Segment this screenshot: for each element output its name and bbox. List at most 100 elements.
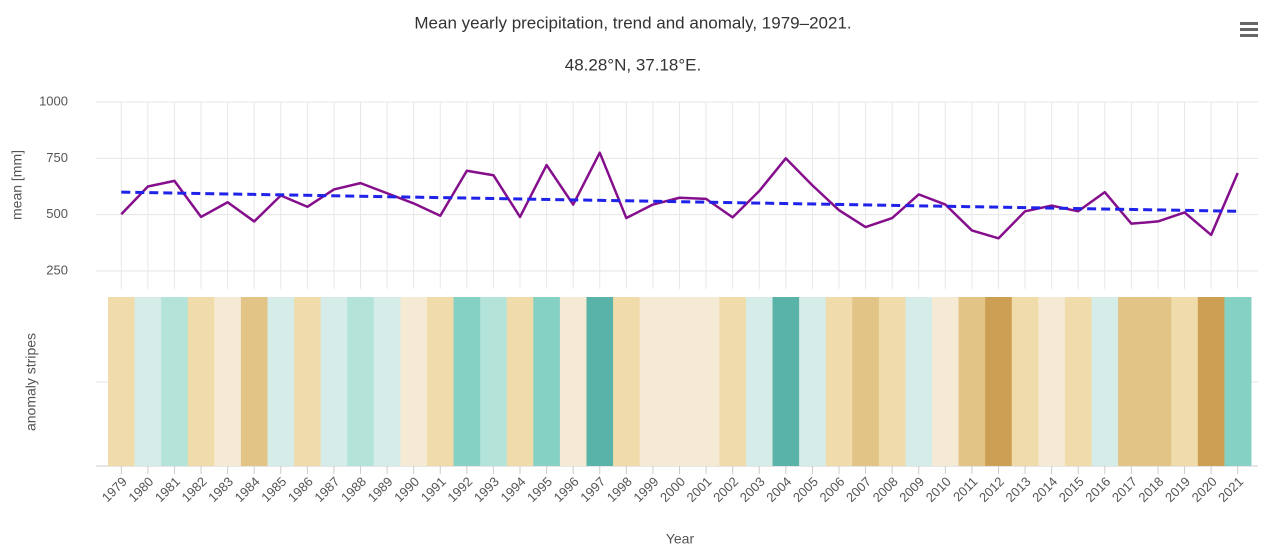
x-tick-label: 2009 xyxy=(896,474,927,505)
anomaly-stripe xyxy=(1091,297,1119,466)
anomaly-stripe xyxy=(772,297,800,466)
x-tick-label: 1992 xyxy=(444,474,475,505)
x-tick-label: 1990 xyxy=(391,474,422,505)
anomaly-stripe xyxy=(187,297,215,466)
anomaly-stripe xyxy=(426,297,455,466)
anomaly-stripe xyxy=(639,297,667,466)
x-tick-label: 2015 xyxy=(1056,474,1087,505)
x-tick-label: 1979 xyxy=(99,474,130,505)
x-tick-label: 2011 xyxy=(950,474,980,504)
x-tick-label: 1988 xyxy=(338,474,369,505)
anomaly-stripe xyxy=(825,297,853,466)
anomaly-stripe xyxy=(267,297,295,466)
anomaly-stripe xyxy=(1011,297,1039,466)
anomaly-stripe xyxy=(719,297,747,466)
x-tick-label: 2017 xyxy=(1109,474,1140,505)
menu-bar xyxy=(1240,22,1258,25)
y-tick-label: 1000 xyxy=(39,93,68,108)
anomaly-stripe xyxy=(240,297,268,466)
anomaly-stripe xyxy=(613,297,641,466)
menu-button[interactable] xyxy=(1240,22,1258,37)
x-tick-label: 1983 xyxy=(205,474,236,505)
x-tick-label: 2001 xyxy=(684,474,715,505)
x-tick-label: 1981 xyxy=(152,474,183,505)
y-tick-label: 500 xyxy=(46,206,68,221)
anomaly-stripe xyxy=(852,297,880,466)
anomaly-stripe xyxy=(480,297,508,466)
x-tick-label: 1987 xyxy=(311,474,342,505)
anomaly-stripe xyxy=(108,297,136,466)
x-tick-label: 1984 xyxy=(232,474,263,505)
precipitation-line xyxy=(120,151,1239,240)
x-tick-label: 2020 xyxy=(1189,474,1220,505)
anomaly-stripe xyxy=(1224,297,1252,466)
x-tick-label: 1999 xyxy=(630,474,661,505)
y-tick-label: 250 xyxy=(46,262,68,277)
anomaly-stripe xyxy=(905,297,933,466)
x-axis-title: Year xyxy=(666,531,695,547)
anomaly-stripe xyxy=(294,297,322,466)
x-tick-label: 2002 xyxy=(710,474,741,505)
anomaly-stripe xyxy=(214,297,242,466)
y-tick-label: 750 xyxy=(46,150,68,165)
anomaly-stripe xyxy=(932,297,960,466)
x-tick-label: 2014 xyxy=(1029,474,1060,505)
anomaly-stripe xyxy=(506,297,534,466)
anomaly-stripe xyxy=(666,297,694,466)
anomaly-stripe xyxy=(799,297,827,466)
menu-bar xyxy=(1240,28,1258,31)
x-tick-label: 2007 xyxy=(843,474,874,505)
y-axis-title: mean [mm] xyxy=(9,150,25,220)
x-tick-label: 2013 xyxy=(1003,474,1034,505)
x-tick-label: 1980 xyxy=(125,474,156,505)
anomaly-stripe xyxy=(1171,297,1199,466)
x-tick-label: 2000 xyxy=(657,474,688,505)
x-tick-label: 2010 xyxy=(923,474,954,505)
x-tick-label: 1997 xyxy=(577,474,608,505)
x-tick-label: 2005 xyxy=(790,474,821,505)
x-tick-label: 2006 xyxy=(816,474,847,505)
x-tick-label: 2021 xyxy=(1215,474,1246,505)
anomaly-stripe xyxy=(878,297,906,466)
x-tick-label: 1993 xyxy=(471,474,502,505)
anomaly-stripe xyxy=(985,297,1013,466)
chart-subtitle: 48.28°N, 37.18°E. xyxy=(565,55,701,74)
x-tick-label: 1986 xyxy=(285,474,316,505)
anomaly-stripe xyxy=(1144,297,1172,466)
anomaly-stripe xyxy=(161,297,189,466)
anomaly-stripe xyxy=(320,297,348,466)
anomaly-stripe xyxy=(1064,297,1093,466)
x-tick-label: 1994 xyxy=(498,474,529,505)
chart-title: Mean yearly precipitation, trend and ano… xyxy=(414,13,851,32)
x-tick-label: 2004 xyxy=(763,474,794,505)
x-tick-label: 2019 xyxy=(1162,474,1193,505)
anomaly-stripe xyxy=(453,297,481,466)
anomaly-stripe xyxy=(347,297,375,466)
anomaly-stripe xyxy=(586,297,614,466)
x-tick-label: 1998 xyxy=(604,474,635,505)
x-tick-label: 1989 xyxy=(365,474,396,505)
anomaly-stripe xyxy=(1038,297,1066,466)
x-tick-label: 2016 xyxy=(1082,474,1113,505)
menu-bar xyxy=(1240,34,1258,37)
anomaly-stripe xyxy=(958,297,986,466)
x-tick-label: 2018 xyxy=(1135,474,1166,505)
x-tick-label: 2012 xyxy=(976,474,1007,505)
x-tick-label: 2003 xyxy=(737,474,768,505)
x-tick-label: 1996 xyxy=(551,474,582,505)
anomaly-stripe xyxy=(692,297,720,466)
trend-line xyxy=(121,190,1238,213)
anomaly-stripe xyxy=(400,297,428,466)
stripes-axis-title: anomaly stripes xyxy=(23,333,39,431)
x-tick-label: 1995 xyxy=(524,474,555,505)
anomaly-stripe xyxy=(1197,297,1225,466)
anomaly-stripe xyxy=(533,297,561,466)
x-tick-label: 1982 xyxy=(179,474,210,505)
anomaly-stripe xyxy=(373,297,401,466)
anomaly-stripe xyxy=(745,297,774,466)
anomaly-stripe xyxy=(1118,297,1146,466)
x-tick-label: 2008 xyxy=(870,474,901,505)
x-tick-label: 1985 xyxy=(258,474,289,505)
anomaly-stripe xyxy=(134,297,162,466)
